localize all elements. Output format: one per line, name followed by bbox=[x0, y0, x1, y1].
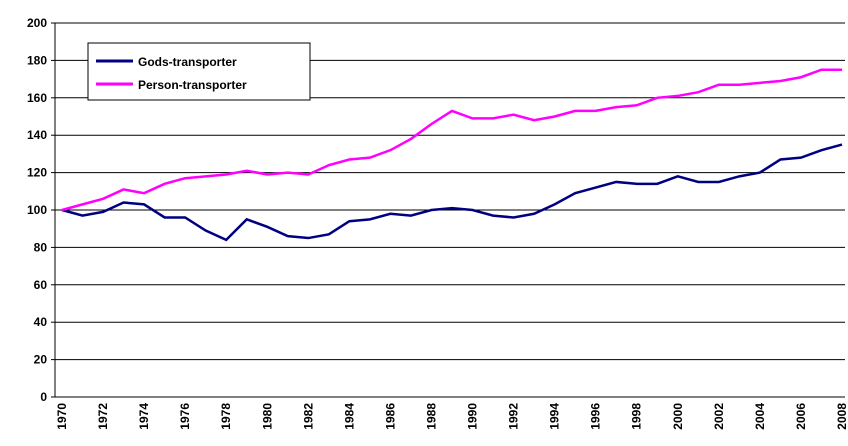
x-tick-label: 1972 bbox=[96, 403, 110, 430]
x-tick-label: 1980 bbox=[260, 403, 274, 430]
series-line bbox=[61, 68, 842, 212]
x-tick-label: 1986 bbox=[383, 403, 397, 430]
legend-label: Gods-transporter bbox=[138, 55, 237, 69]
y-tick-label: 140 bbox=[27, 128, 47, 142]
x-tick-label: 1978 bbox=[219, 403, 233, 430]
x-tick-label: 1990 bbox=[466, 403, 480, 430]
y-tick-label: 160 bbox=[27, 91, 47, 105]
y-tick-label: 40 bbox=[34, 315, 48, 329]
x-tick-label: 1982 bbox=[301, 403, 315, 430]
x-tick-label: 1992 bbox=[507, 403, 521, 430]
x-tick-label: 1994 bbox=[548, 403, 562, 430]
legend-label: Person-transporter bbox=[138, 78, 247, 92]
y-tick-label: 120 bbox=[27, 166, 47, 180]
y-tick-label: 180 bbox=[27, 53, 47, 67]
y-tick-label: 0 bbox=[40, 390, 47, 404]
x-tick-label: 2002 bbox=[712, 403, 726, 430]
x-tick-label: 1996 bbox=[589, 403, 603, 430]
y-tick-label: 200 bbox=[27, 16, 47, 30]
x-tick-label: 2006 bbox=[794, 403, 808, 430]
y-tick-label: 20 bbox=[34, 353, 48, 367]
x-tick-label: 1970 bbox=[55, 403, 69, 430]
x-tick-label: 1976 bbox=[178, 403, 192, 430]
series-line bbox=[61, 143, 843, 242]
legend-box bbox=[87, 42, 311, 101]
x-tick-label: 1974 bbox=[137, 403, 151, 430]
x-tick-label: 1984 bbox=[342, 403, 356, 430]
x-tick-label: 1988 bbox=[424, 403, 438, 430]
x-tick-label: 1998 bbox=[630, 403, 644, 430]
x-tick-label: 2000 bbox=[671, 403, 685, 430]
y-tick-label: 60 bbox=[34, 278, 48, 292]
y-tick-label: 80 bbox=[34, 240, 48, 254]
x-tick-label: 2004 bbox=[753, 403, 767, 430]
y-tick-label: 100 bbox=[27, 203, 47, 217]
x-tick-label: 2008 bbox=[835, 403, 848, 430]
